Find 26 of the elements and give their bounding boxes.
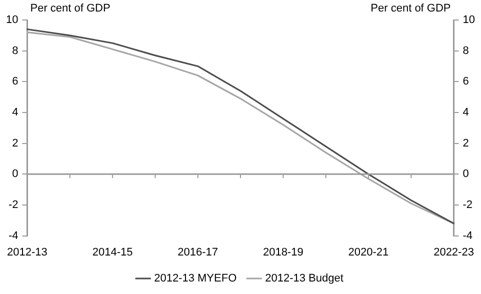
y-tick-label: 8 (12, 44, 18, 57)
y2-tick-label: 10 (462, 14, 476, 26)
y-tick-label: 6 (12, 76, 18, 88)
x-tick-label: 2018-19 (262, 246, 304, 258)
y-axis-title: Per cent of GDP (30, 2, 110, 15)
x-tick-label: 2020-21 (348, 246, 389, 258)
y2-tick-label: -2 (462, 199, 473, 212)
y2-tick-label: 0 (462, 168, 469, 180)
x-tick-label: 2022-23 (434, 246, 474, 258)
y-tick-label: 0 (12, 168, 18, 180)
y2-tick-label: -4 (462, 230, 473, 242)
y-tick-label: 4 (12, 106, 18, 119)
y-tick-label: 10 (6, 14, 18, 26)
x-tick-label: 2014-15 (92, 246, 133, 258)
y-tick-label: -4 (8, 230, 18, 242)
y2-tick-label: 2 (462, 137, 469, 150)
legend-label: 2012-13 MYEFO (154, 272, 238, 285)
x-tick-label: 2012-13 (7, 246, 48, 258)
legend-label: 2012-13 Budget (265, 272, 344, 285)
y2-tick-label: 4 (462, 106, 469, 119)
y-tick-label: -2 (8, 199, 18, 212)
x-tick-label: 2016-17 (178, 246, 218, 258)
y2-tick-label: 6 (462, 76, 469, 88)
y-tick-label: 2 (12, 137, 18, 150)
y2-axis-title: Per cent of GDP (370, 2, 451, 15)
y2-tick-label: 8 (462, 44, 469, 57)
